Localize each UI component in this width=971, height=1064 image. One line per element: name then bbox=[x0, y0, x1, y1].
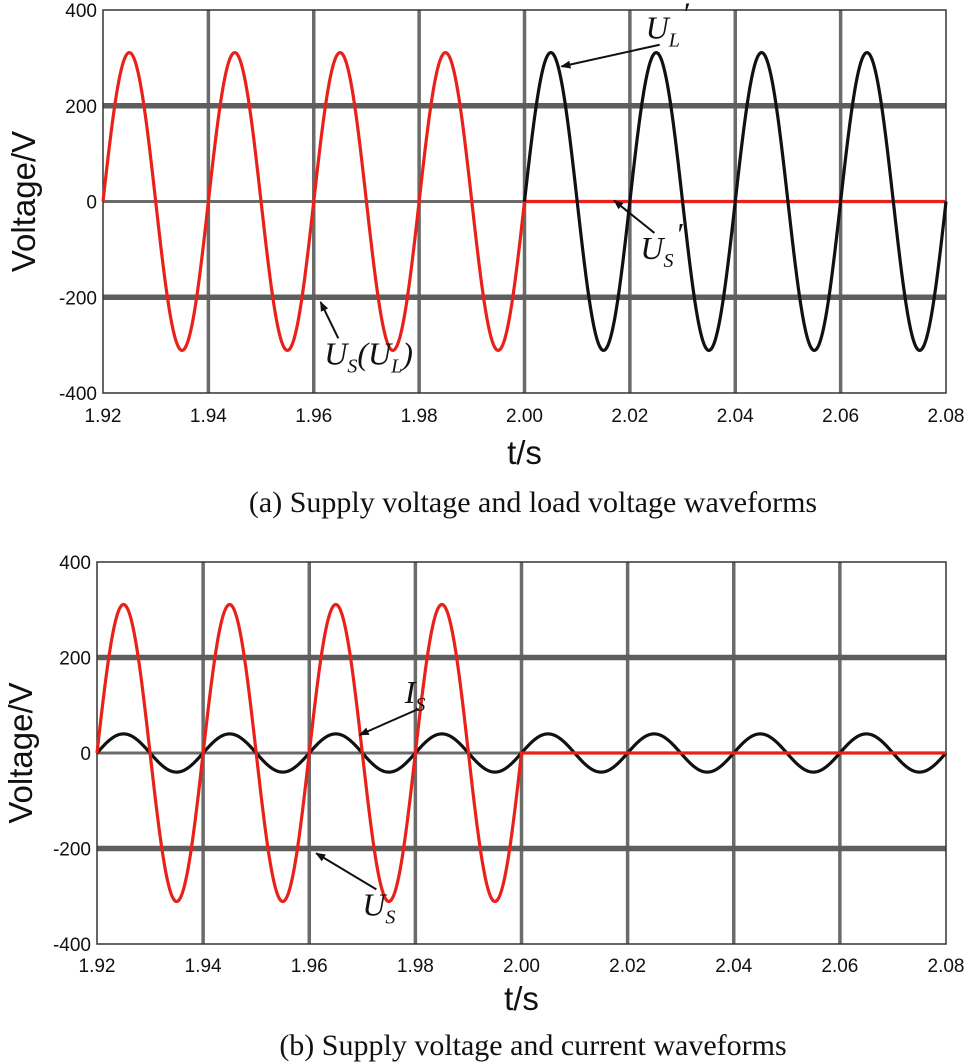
chart-panel-b: 1.92 1.94 1.96 1.98 2.00 2.02 2.04 2.06 2.08 400 2… bbox=[2, 553, 964, 1062]
y-tick-label: -200 bbox=[53, 840, 91, 861]
x-tick-label: 1.96 bbox=[295, 406, 332, 427]
x-tick-label: 1.98 bbox=[397, 956, 434, 977]
y-tick-label: 0 bbox=[80, 744, 91, 765]
x-tick-label: 1.92 bbox=[85, 406, 122, 427]
x-tick-label: 2.04 bbox=[715, 956, 752, 977]
y-tick-label: -400 bbox=[53, 935, 91, 956]
annotation-arrow bbox=[358, 707, 420, 736]
y-tick-label: 200 bbox=[59, 649, 91, 670]
y-tick-label: 0 bbox=[86, 193, 97, 214]
annotation-arrow bbox=[560, 43, 660, 69]
x-tick-label: 1.96 bbox=[291, 956, 328, 977]
x-tick-label: 2.06 bbox=[821, 956, 858, 977]
x-tick-label: 2.00 bbox=[503, 956, 540, 977]
x-tick-label: 2.04 bbox=[717, 406, 754, 427]
y-tick-label: 400 bbox=[59, 553, 91, 574]
x-tick-label: 2.02 bbox=[611, 406, 648, 427]
annotation-label: UL′ bbox=[646, 0, 690, 52]
x-tick-label: 1.94 bbox=[185, 956, 222, 977]
x-tick-label: 2.06 bbox=[822, 406, 859, 427]
annotation-label: US bbox=[362, 886, 395, 928]
annotation-arrow bbox=[319, 301, 340, 339]
x-tick-label: 1.94 bbox=[190, 406, 227, 427]
x-axis-title: t/s bbox=[504, 980, 539, 1017]
y-axis-title: Voltage/V bbox=[5, 131, 42, 272]
series-line bbox=[95, 602, 948, 904]
x-tick-label: 2.00 bbox=[506, 406, 543, 427]
figure-caption: (b) Supply voltage and current waveforms bbox=[279, 1029, 786, 1062]
series-line bbox=[522, 51, 948, 352]
annotation-arrow bbox=[613, 199, 656, 234]
y-tick-label: 200 bbox=[65, 97, 97, 118]
figure-caption: (a) Supply voltage and load voltage wave… bbox=[249, 486, 817, 519]
y-tick-label: 400 bbox=[65, 1, 97, 22]
x-tick-label: 2.08 bbox=[928, 956, 965, 977]
x-tick-label: 1.92 bbox=[79, 956, 116, 977]
y-tick-label: -400 bbox=[59, 384, 97, 405]
annotation-arrow bbox=[315, 852, 377, 891]
x-tick-label: 1.98 bbox=[401, 406, 438, 427]
chart-panel-a: 1.92 1.94 1.96 1.98 2.00 2.02 2.04 2.06 2.08 400 2… bbox=[5, 0, 964, 519]
annotation-label: US′ bbox=[640, 216, 683, 272]
annotation-label: US(UL) bbox=[324, 335, 413, 377]
annotation-label: IS bbox=[404, 674, 426, 716]
y-tick-label: -200 bbox=[59, 288, 97, 309]
x-axis-title: t/s bbox=[507, 434, 542, 471]
y-axis-title: Voltage/V bbox=[2, 682, 39, 823]
x-tick-label: 2.08 bbox=[928, 406, 965, 427]
x-tick-label: 2.02 bbox=[609, 956, 646, 977]
